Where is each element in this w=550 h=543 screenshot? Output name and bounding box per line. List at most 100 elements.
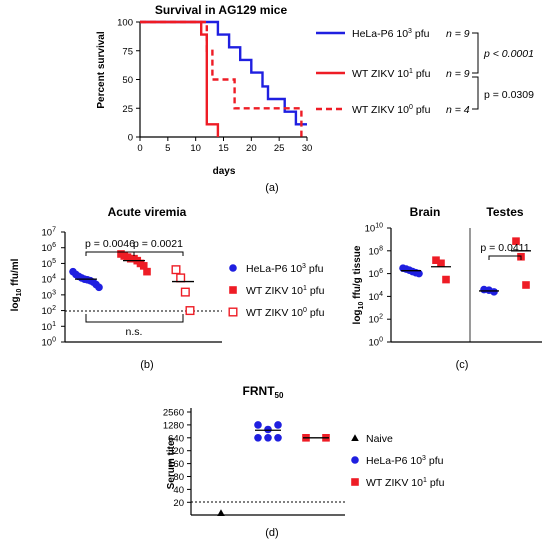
panel-c-point xyxy=(442,275,450,284)
panel-a-legend-n-2: n = 9 xyxy=(446,68,470,80)
panel-d-ytick-label: 640 xyxy=(168,433,184,444)
panel-d-ytick-label: 2560 xyxy=(163,408,184,419)
panel-b-ytick-label: 106 xyxy=(42,242,57,254)
panel-c-title-testes: Testes xyxy=(486,205,523,219)
panel-b-legend-label-3: WT ZIKV 100 pfu xyxy=(246,307,325,319)
panel-a-ytick-label: 25 xyxy=(122,104,133,115)
panel-d-legend-label-2: HeLa-P6 103 pfu xyxy=(366,455,444,467)
panel-b-ytick-label: 107 xyxy=(42,227,57,239)
panel-d-caption: (d) xyxy=(265,527,278,539)
panel-a-series-line-1 xyxy=(140,20,307,126)
panel-a-xtick-label: 30 xyxy=(302,143,313,154)
panel-a-pvalue-1: p < 0.0001 xyxy=(483,48,534,60)
panel-c-tissue-chart: Brain Testes log10 ffu/g tissue 100 102 10… xyxy=(352,205,542,371)
panel-a-legend-label-1: HeLa-P6 103 pfu xyxy=(352,28,430,40)
panel-a-legend-label-3: WT ZIKV 100 pfu xyxy=(352,104,431,116)
panel-c-ytick-label: 104 xyxy=(369,291,384,303)
panel-a-xlabel: days xyxy=(213,166,236,177)
panel-b-point xyxy=(139,262,148,270)
panel-b-ytick-label: 100 xyxy=(42,337,57,349)
panel-b-pvalue-1: p = 0.0046 xyxy=(85,238,135,250)
panel-c-point xyxy=(415,269,423,278)
panel-d-point xyxy=(274,421,282,429)
panel-a-title: Survival in AG129 mice xyxy=(155,3,288,17)
panel-b-title: Acute viremia xyxy=(108,205,187,219)
panel-d-ylabel: Serum titer xyxy=(166,436,177,489)
panel-a-xtick-label: 25 xyxy=(274,143,285,154)
panel-b-ytick-label: 101 xyxy=(42,321,57,333)
panel-a-legend-label-2: WT ZIKV 101 pfu xyxy=(352,68,431,80)
panel-d-point xyxy=(254,434,262,442)
panel-d-title: FRNT50 xyxy=(243,384,284,400)
panel-b-point xyxy=(176,273,186,283)
panel-a-ytick-label: 100 xyxy=(117,18,133,29)
panel-c-ytick-label: 100 xyxy=(369,337,384,349)
panel-c-caption: (c) xyxy=(456,359,469,371)
panel-c-point xyxy=(512,237,520,245)
panel-b-pvalue-2: p = 0.0021 xyxy=(133,238,183,250)
panel-b-caption: (b) xyxy=(140,359,153,371)
panel-b-ns-label: n.s. xyxy=(126,326,143,338)
panel-b-legend-marker-1 xyxy=(229,264,237,272)
panel-a-ytick-label: 0 xyxy=(128,133,133,144)
panel-a-caption: (a) xyxy=(265,182,278,194)
panel-a-ytick-label: 50 xyxy=(122,75,133,86)
panel-b-legend-marker-3 xyxy=(228,307,238,317)
panel-d-ytick-label: 1280 xyxy=(163,420,184,431)
panel-c-ylabel: log10 ffu/g tissue xyxy=(352,245,365,324)
panel-c-ytick-label: 108 xyxy=(369,245,384,257)
panel-d-ytick-label: 80 xyxy=(173,472,184,483)
panel-b-ytick-label: 103 xyxy=(42,289,57,301)
panel-a-xtick-label: 5 xyxy=(165,143,170,154)
panel-c-ytick-label: 1010 xyxy=(365,223,383,235)
panel-d-ytick-label: 160 xyxy=(168,459,184,470)
panel-c-point xyxy=(437,259,445,268)
panel-b-ytick-label: 102 xyxy=(42,305,57,317)
panel-d-ytick-label: 320 xyxy=(168,446,184,457)
panel-d-point xyxy=(274,434,282,442)
panel-d-point xyxy=(264,434,272,442)
panel-a-pvalue-2: p = 0.0309 xyxy=(484,89,534,101)
panel-a-bracket-2 xyxy=(472,76,479,110)
panel-c-pvalue: p = 0.0411 xyxy=(480,242,529,254)
panel-a-xtick-label: 10 xyxy=(190,143,201,154)
panel-c-ytick-label: 102 xyxy=(369,314,384,326)
panel-b-ytick-label: 105 xyxy=(42,258,57,270)
panel-d-point xyxy=(254,421,262,429)
panel-d-legend-marker-3 xyxy=(351,478,359,486)
panel-d-point xyxy=(217,509,225,517)
panel-a-xtick-label: 20 xyxy=(246,143,257,154)
panel-a-legend-n-3: n = 4 xyxy=(446,104,470,116)
panel-a-bracket-1 xyxy=(472,32,479,74)
panel-c-point xyxy=(522,281,530,289)
panel-b-legend-marker-2 xyxy=(229,286,237,294)
panel-c-ytick-label: 106 xyxy=(369,268,384,280)
panel-b-ytick-label: 104 xyxy=(42,274,57,286)
panel-d-ytick-label: 40 xyxy=(173,485,184,496)
panel-b-viremia-chart: Acute viremia log10 ffu/ml 100 101 102 103 1… xyxy=(10,205,325,371)
panel-d-legend-label-3: WT ZIKV 101 pfu xyxy=(366,477,445,489)
panel-b-point xyxy=(143,267,151,276)
panel-d-ytick-label: 20 xyxy=(173,498,184,509)
panel-c-bracket xyxy=(488,255,522,260)
panel-a-ylabel: Percent survival xyxy=(96,31,107,108)
panel-c-title-brain: Brain xyxy=(410,205,441,219)
panel-c-point xyxy=(432,256,440,264)
panel-b-point xyxy=(95,283,103,292)
panel-b-bracket-ns xyxy=(85,314,184,323)
panel-d-legend-label-1: Naive xyxy=(366,433,393,445)
panel-d-point xyxy=(264,425,272,434)
panel-d-legend-marker-2 xyxy=(351,456,359,464)
panel-d-frnt-chart: FRNT50 Serum titer 20 40 80 160 320 640 128025… xyxy=(163,384,445,539)
panel-b-bracket-2 xyxy=(133,251,184,256)
panel-a-xtick-label: 0 xyxy=(137,143,142,154)
panel-a-ytick-label: 75 xyxy=(122,46,133,57)
panel-b-legend-label-2: WT ZIKV 101 pfu xyxy=(246,285,325,297)
panel-a-legend-n-1: n = 9 xyxy=(446,28,470,40)
panel-b-point xyxy=(180,287,190,297)
panel-b-legend-label-1: HeLa-P6 103 pfu xyxy=(246,263,324,275)
panel-b-ylabel: log10 ffu/ml xyxy=(10,258,23,311)
panel-c-point xyxy=(490,288,498,296)
panel-b-point xyxy=(171,265,181,275)
